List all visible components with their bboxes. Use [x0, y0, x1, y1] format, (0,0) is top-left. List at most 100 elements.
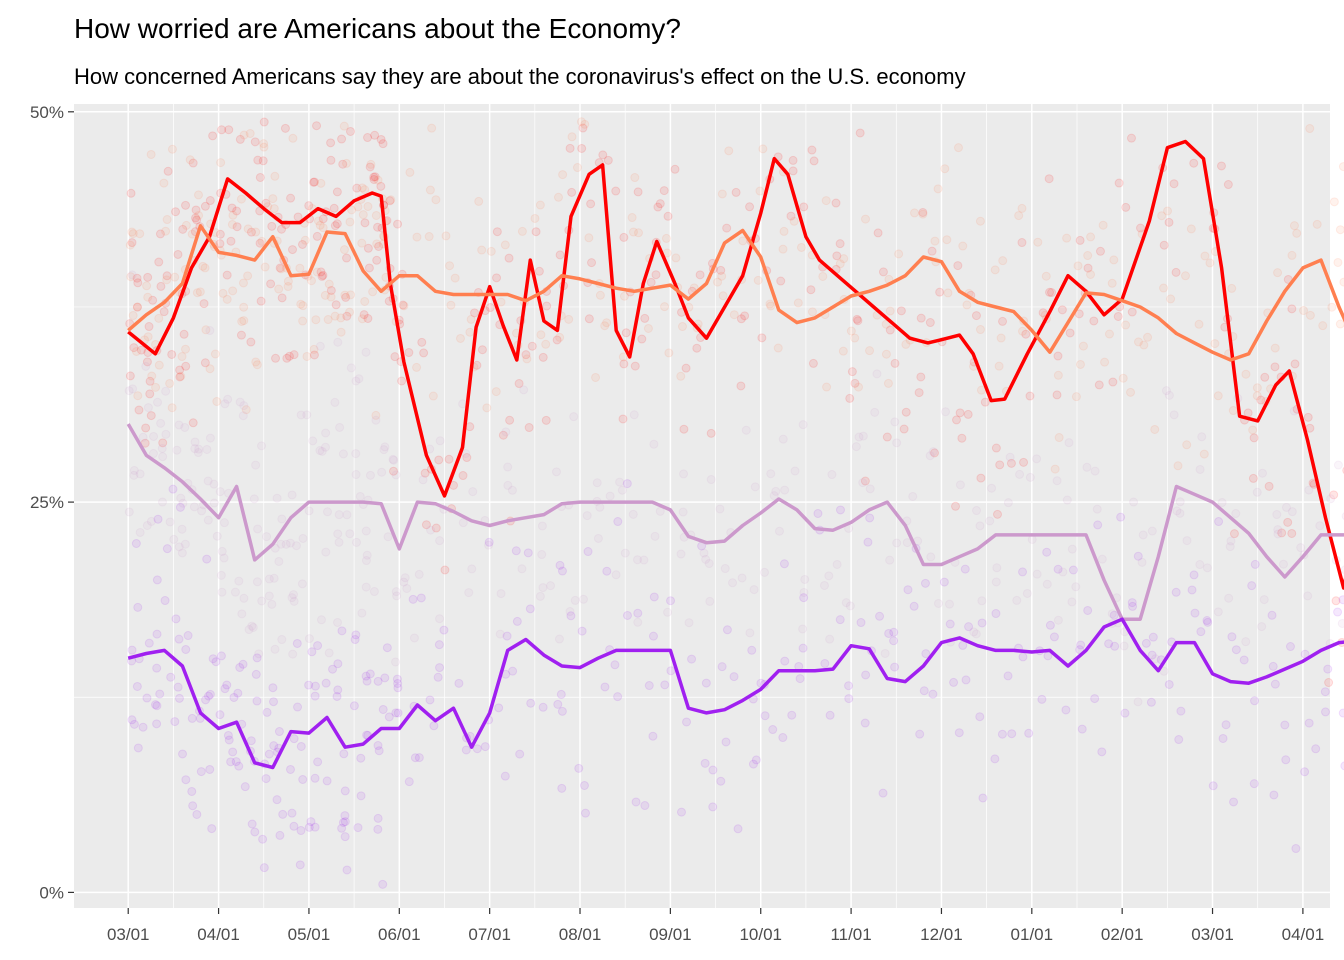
response-point	[192, 215, 202, 225]
response-point	[261, 774, 271, 784]
response-point	[1338, 162, 1344, 172]
response-point	[289, 734, 299, 744]
response-point	[165, 378, 175, 388]
response-point	[799, 587, 809, 597]
response-point	[277, 635, 287, 645]
x-tick-label: 04/01	[197, 925, 240, 944]
response-point	[146, 516, 156, 526]
response-point	[598, 150, 608, 160]
response-point	[257, 236, 267, 246]
response-point	[678, 507, 688, 517]
response-point	[1107, 609, 1117, 619]
response-point	[1104, 329, 1114, 339]
response-point	[259, 142, 269, 152]
response-point	[132, 302, 142, 312]
response-point	[1019, 457, 1029, 467]
response-point	[961, 675, 971, 685]
response-point	[1148, 632, 1158, 642]
response-point	[1143, 332, 1153, 342]
response-point	[317, 271, 327, 281]
response-point	[143, 403, 153, 413]
response-point	[175, 502, 185, 512]
response-point	[1109, 255, 1119, 265]
response-point	[649, 592, 659, 602]
response-point	[822, 382, 832, 392]
response-point	[157, 497, 167, 507]
response-point	[1175, 508, 1185, 518]
response-point	[435, 436, 445, 446]
response-point	[779, 559, 789, 569]
response-point	[971, 629, 981, 639]
response-point	[943, 288, 953, 298]
response-point	[832, 251, 842, 261]
response-point	[1315, 521, 1325, 531]
response-point	[306, 817, 316, 827]
response-point	[156, 418, 166, 428]
response-point	[731, 187, 741, 197]
response-point	[790, 466, 800, 476]
response-point	[511, 546, 521, 556]
response-point	[1053, 615, 1063, 625]
response-point	[786, 211, 796, 221]
response-point	[342, 253, 352, 263]
response-point	[1071, 582, 1081, 592]
response-point	[152, 719, 162, 729]
response-point	[326, 138, 336, 148]
response-point	[215, 229, 225, 239]
response-point	[1113, 311, 1123, 321]
response-point	[1139, 340, 1149, 350]
response-point	[1287, 250, 1297, 260]
response-point	[835, 615, 845, 625]
response-point	[363, 243, 373, 253]
response-point	[370, 172, 380, 182]
response-point	[205, 364, 215, 374]
response-point	[231, 757, 241, 767]
response-point	[1248, 425, 1258, 435]
response-point	[169, 534, 179, 544]
response-point	[1189, 158, 1199, 168]
response-point	[1190, 608, 1200, 618]
response-point	[705, 596, 715, 606]
response-point	[1250, 559, 1260, 569]
response-point	[174, 693, 184, 703]
response-point	[1318, 321, 1328, 331]
response-point	[515, 749, 525, 759]
response-point	[190, 444, 200, 454]
response-point	[940, 164, 950, 174]
response-point	[433, 672, 443, 682]
response-point	[181, 645, 191, 655]
response-point	[274, 284, 284, 294]
response-point	[350, 635, 360, 645]
response-point	[296, 299, 306, 309]
response-point	[1216, 161, 1226, 171]
response-point	[277, 224, 287, 234]
response-point	[1273, 268, 1283, 278]
response-point	[188, 418, 198, 428]
response-point	[1090, 466, 1100, 476]
response-point	[259, 117, 269, 127]
response-point	[419, 348, 429, 358]
response-point	[371, 415, 381, 425]
response-point	[1269, 790, 1279, 800]
response-point	[918, 207, 928, 217]
response-point	[611, 570, 621, 580]
response-point	[228, 286, 238, 296]
response-point	[187, 229, 197, 239]
y-tick-label: 25%	[30, 493, 64, 512]
response-point	[135, 469, 145, 479]
response-point	[465, 327, 475, 337]
response-point	[143, 292, 153, 302]
response-point	[264, 591, 274, 601]
response-point	[126, 272, 136, 282]
response-point	[695, 270, 705, 280]
response-point	[293, 702, 303, 712]
response-point	[628, 509, 638, 519]
response-point	[1024, 728, 1034, 738]
response-point	[788, 155, 798, 165]
response-point	[1058, 567, 1068, 577]
response-point	[684, 618, 694, 628]
response-point	[1045, 620, 1055, 630]
response-point	[318, 270, 328, 280]
response-point	[386, 195, 396, 205]
response-point	[418, 475, 428, 485]
